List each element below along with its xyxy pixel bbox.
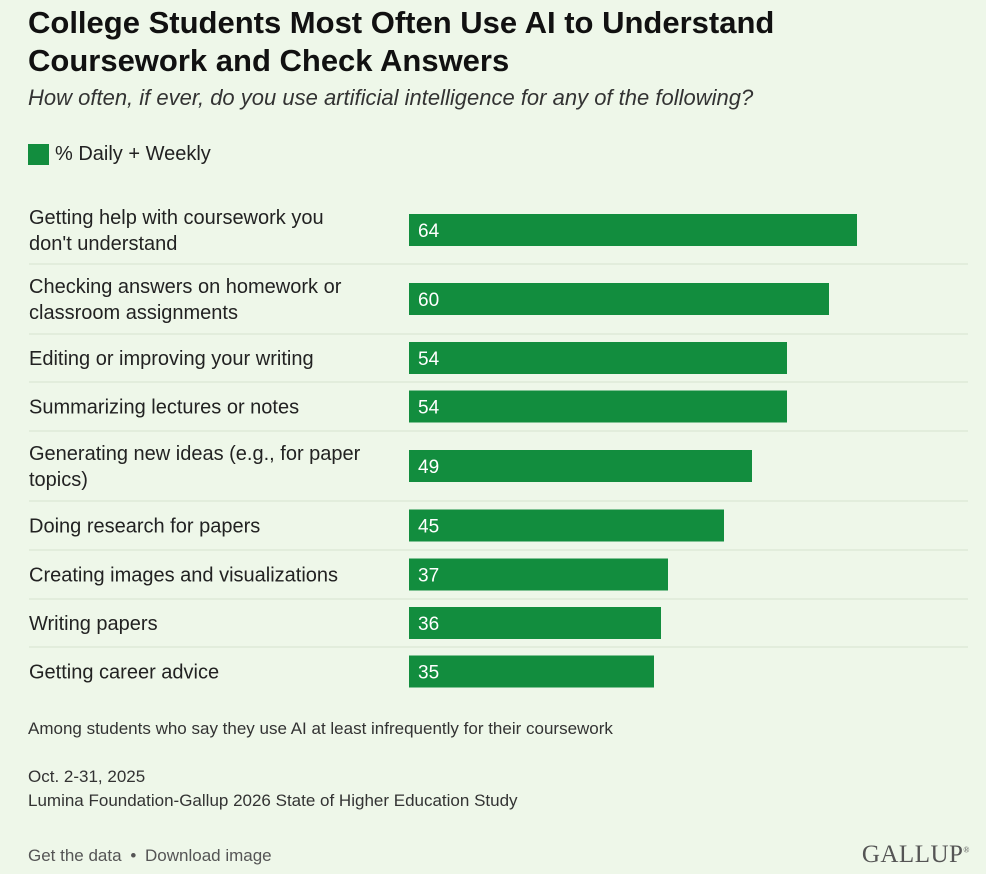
value-label: 45 [418,517,439,538]
footer-separator: • [130,846,137,865]
gallup-logo: GALLUP® [862,841,970,869]
category-label: Checking answers on homework or classroom… [29,276,342,324]
bar [409,342,787,374]
source-note: Lumina Foundation-Gallup 2026 State of H… [28,791,518,810]
category-label: Doing research for papers [29,516,260,538]
bar [409,558,668,591]
base-note: Among students who say they use AI at le… [28,719,613,738]
footer-links: Get the data • Download image [28,846,272,866]
get-data-link[interactable]: Get the data [28,846,122,865]
chart-title: College Students Most Often Use AI to Un… [28,5,775,78]
bar [409,509,724,542]
survey-dates: Oct. 2-31, 2025 [28,767,146,786]
bar [409,283,829,315]
value-label: 60 [418,290,439,311]
category-label: Summarizing lectures or notes [29,397,299,419]
category-label: Getting help with coursework you don't un… [29,207,324,255]
bar [409,214,857,246]
bar-row: Creating images and visualizations 37 [29,558,968,600]
legend-label: % Daily + Weekly [55,143,211,165]
category-label: Creating images and visualizations [29,565,338,587]
chart-subtitle: How often, if ever, do you use artificia… [28,85,754,110]
category-label: Editing or improving your writing [29,348,314,370]
bar-row: Writing papers 36 [29,607,968,648]
bar-row: Generating new ideas (e.g., for paper top… [29,443,968,502]
value-label: 37 [418,566,439,587]
value-label: 54 [418,398,440,419]
legend-swatch [28,144,49,165]
logo-registered-mark: ® [963,845,970,855]
bar-row: Checking answers on homework or classroom… [29,276,968,335]
value-label: 35 [418,663,439,684]
download-image-link[interactable]: Download image [145,846,272,865]
value-label: 49 [418,457,439,478]
bar-row: Doing research for papers 45 [29,509,968,551]
bar-row: Getting career advice 35 [29,655,654,688]
bar [409,450,752,482]
category-label: Generating new ideas (e.g., for paper top… [29,443,361,491]
bar-row: Getting help with coursework you don't un… [29,207,968,265]
bar [409,607,661,639]
category-label: Getting career advice [29,662,219,684]
bar [409,655,654,688]
bar-row: Editing or improving your writing 54 [29,342,968,383]
value-label: 54 [418,349,440,370]
bar [409,390,787,423]
legend: % Daily + Weekly [28,143,211,166]
bar-row: Summarizing lectures or notes 54 [29,390,968,432]
value-label: 36 [418,614,439,635]
logo-text: GALLUP [861,841,964,868]
bar-chart: Getting help with coursework you don't un… [29,207,968,688]
category-label: Writing papers [29,613,158,635]
value-label: 64 [418,221,440,242]
